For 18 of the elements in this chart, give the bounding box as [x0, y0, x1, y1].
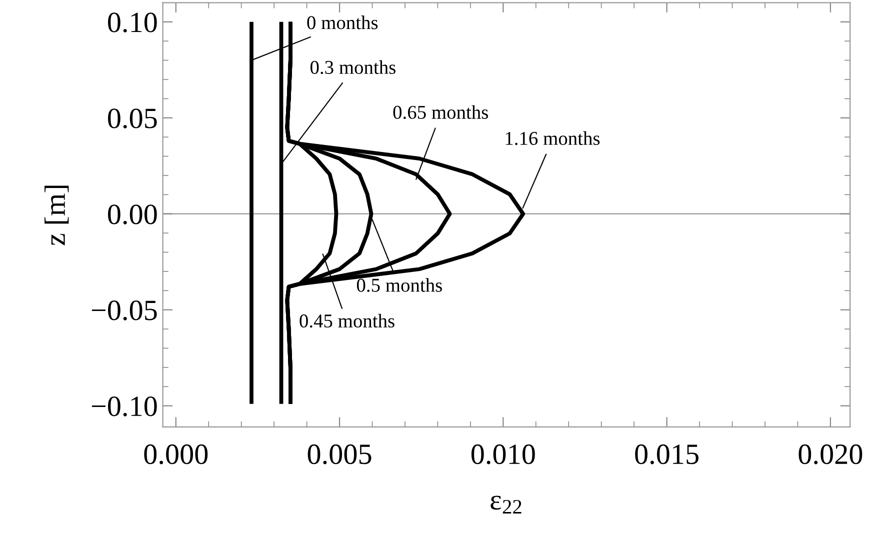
x-axis-title: ε$_{22}$ [490, 496, 522, 514]
annotation: 0.65 months [393, 105, 488, 119]
annotation: 0.45 months [300, 314, 394, 328]
annotation: 1.16 months [506, 131, 600, 146]
y-tick-label: 0.10 [108, 12, 157, 32]
annotation: 0.5 months [356, 278, 442, 292]
y-tick-label: −0.05 [92, 300, 157, 320]
x-tick-label: 0.015 [635, 444, 698, 464]
annotation: 0 months [307, 16, 378, 30]
x-tick-label: 0.010 [471, 444, 535, 464]
y-tick-label: −0.10 [92, 396, 157, 416]
y-tick-label: 0.00 [108, 204, 157, 224]
x-tick-label: 0.000 [144, 444, 208, 464]
annotation: 0.3 months [310, 60, 396, 74]
y-axis-title: z [m] [44, 186, 69, 246]
x-tick-label: 0.005 [308, 444, 372, 464]
x-tick-label: 0.020 [798, 444, 862, 464]
y-tick-label: 0.05 [108, 108, 157, 128]
